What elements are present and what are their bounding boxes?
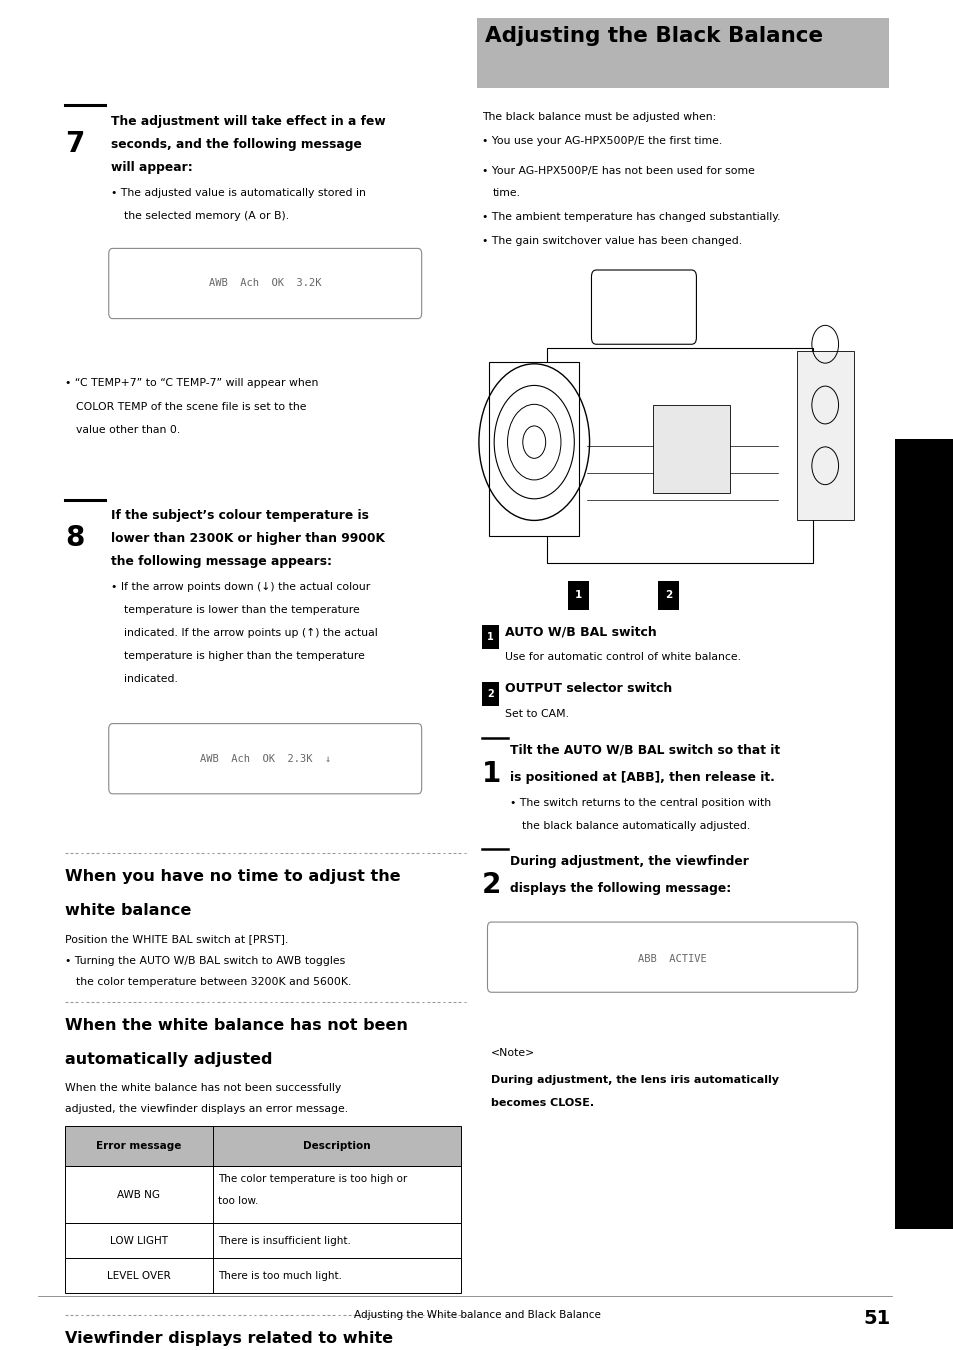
Text: • The adjusted value is automatically stored in: • The adjusted value is automatically st… bbox=[111, 188, 365, 197]
Text: 7: 7 bbox=[65, 130, 84, 158]
Text: The color temperature is too high or: The color temperature is too high or bbox=[218, 1174, 407, 1184]
Bar bbox=[65, 1126, 460, 1166]
Text: Tilt the AUTO W/B BAL switch so that it: Tilt the AUTO W/B BAL switch so that it bbox=[510, 744, 780, 757]
Text: • You use your AG-HPX500P/E the first time.: • You use your AG-HPX500P/E the first ti… bbox=[481, 136, 721, 146]
Text: • Your AG-HPX500P/E has not been used for some: • Your AG-HPX500P/E has not been used fo… bbox=[481, 166, 754, 176]
Text: COLOR TEMP of the scene file is set to the: COLOR TEMP of the scene file is set to t… bbox=[76, 402, 307, 412]
Bar bbox=[653, 405, 729, 493]
Text: Description: Description bbox=[303, 1141, 370, 1152]
Bar bbox=[481, 682, 498, 706]
Text: There is insufficient light.: There is insufficient light. bbox=[218, 1235, 351, 1246]
Text: lower than 2300K or higher than 9900K: lower than 2300K or higher than 9900K bbox=[111, 532, 384, 545]
Bar bbox=[65, 1223, 460, 1258]
Text: automatically adjusted: automatically adjusted bbox=[65, 1052, 273, 1066]
Text: • The ambient temperature has changed substantially.: • The ambient temperature has changed su… bbox=[481, 212, 780, 221]
Text: When you have no time to adjust the: When you have no time to adjust the bbox=[65, 869, 400, 884]
Text: There is too much light.: There is too much light. bbox=[218, 1270, 342, 1281]
Text: When the white balance has not been: When the white balance has not been bbox=[65, 1018, 407, 1033]
Text: Viewfinder displays related to white: Viewfinder displays related to white bbox=[65, 1331, 393, 1346]
Text: Adjusting the Black Balance: Adjusting the Black Balance bbox=[484, 26, 821, 46]
Text: • Turning the AUTO W/B BAL switch to AWB toggles: • Turning the AUTO W/B BAL switch to AWB… bbox=[65, 956, 345, 965]
FancyBboxPatch shape bbox=[109, 724, 421, 794]
Text: LEVEL OVER: LEVEL OVER bbox=[107, 1270, 171, 1281]
Text: the black balance automatically adjusted.: the black balance automatically adjusted… bbox=[521, 821, 749, 830]
Text: Chapter 4 Adjustments and Settings for Recording: Chapter 4 Adjustments and Settings for R… bbox=[919, 717, 928, 998]
FancyBboxPatch shape bbox=[591, 270, 696, 344]
Text: The adjustment will take effect in a few: The adjustment will take effect in a few bbox=[111, 115, 385, 128]
Text: When the white balance has not been successfully: When the white balance has not been succ… bbox=[65, 1083, 341, 1092]
Bar bbox=[658, 580, 679, 610]
Text: the color temperature between 3200K and 5600K.: the color temperature between 3200K and … bbox=[76, 977, 352, 987]
Text: • If the arrow points down (↓) the actual colour: • If the arrow points down (↓) the actua… bbox=[111, 582, 370, 591]
Text: <Note>: <Note> bbox=[491, 1048, 535, 1057]
FancyBboxPatch shape bbox=[487, 922, 857, 992]
Text: becomes CLOSE.: becomes CLOSE. bbox=[491, 1098, 594, 1107]
Text: 1: 1 bbox=[486, 632, 494, 643]
Text: 51: 51 bbox=[862, 1310, 890, 1328]
Text: AWB  Ach  OK  3.2K: AWB Ach OK 3.2K bbox=[209, 278, 321, 289]
Text: the selected memory (A or B).: the selected memory (A or B). bbox=[124, 211, 289, 220]
FancyBboxPatch shape bbox=[109, 248, 421, 319]
Text: value other than 0.: value other than 0. bbox=[76, 425, 180, 435]
Text: AWB NG: AWB NG bbox=[117, 1189, 160, 1200]
Text: During adjustment, the viewfinder: During adjustment, the viewfinder bbox=[510, 855, 748, 868]
Text: indicated.: indicated. bbox=[124, 674, 177, 683]
Text: Position the WHITE BAL switch at [PRST].: Position the WHITE BAL switch at [PRST]. bbox=[65, 934, 288, 944]
Text: indicated. If the arrow points up (↑) the actual: indicated. If the arrow points up (↑) th… bbox=[124, 628, 377, 637]
Text: AWB  Ach  OK  2.3K  ↓: AWB Ach OK 2.3K ↓ bbox=[199, 753, 331, 764]
Text: too low.: too low. bbox=[218, 1196, 258, 1206]
Text: Set to CAM.: Set to CAM. bbox=[504, 709, 568, 718]
Text: Use for automatic control of white balance.: Use for automatic control of white balan… bbox=[504, 652, 740, 662]
FancyBboxPatch shape bbox=[546, 348, 812, 563]
Text: temperature is higher than the temperature: temperature is higher than the temperatu… bbox=[124, 651, 364, 660]
Bar bbox=[65, 1166, 460, 1223]
Text: 8: 8 bbox=[65, 524, 84, 552]
Text: adjusted, the viewfinder displays an error message.: adjusted, the viewfinder displays an err… bbox=[65, 1104, 348, 1114]
Text: During adjustment, the lens iris automatically: During adjustment, the lens iris automat… bbox=[491, 1075, 779, 1084]
Text: 1: 1 bbox=[574, 590, 581, 601]
Text: 2: 2 bbox=[664, 590, 672, 601]
Text: • The switch returns to the central position with: • The switch returns to the central posi… bbox=[510, 798, 771, 807]
Text: 2: 2 bbox=[486, 688, 494, 699]
Text: is positioned at [ABB], then release it.: is positioned at [ABB], then release it. bbox=[510, 771, 775, 784]
Text: 2: 2 bbox=[481, 871, 500, 899]
Text: AUTO W/B BAL switch: AUTO W/B BAL switch bbox=[504, 625, 656, 639]
Text: the following message appears:: the following message appears: bbox=[111, 555, 332, 568]
Text: Error message: Error message bbox=[96, 1141, 181, 1152]
Text: • The gain switchover value has been changed.: • The gain switchover value has been cha… bbox=[481, 236, 741, 246]
Text: seconds, and the following message: seconds, and the following message bbox=[111, 138, 361, 151]
Text: white balance: white balance bbox=[65, 903, 191, 918]
Text: LOW LIGHT: LOW LIGHT bbox=[110, 1235, 168, 1246]
FancyBboxPatch shape bbox=[489, 362, 578, 536]
Text: time.: time. bbox=[493, 188, 520, 197]
Text: If the subject’s colour temperature is: If the subject’s colour temperature is bbox=[111, 509, 368, 522]
Bar bbox=[481, 625, 498, 649]
Text: OUTPUT selector switch: OUTPUT selector switch bbox=[504, 682, 671, 695]
Bar bbox=[65, 1258, 460, 1293]
Text: displays the following message:: displays the following message: bbox=[510, 882, 731, 895]
Text: Adjusting the White balance and Black Balance: Adjusting the White balance and Black Ba… bbox=[354, 1310, 599, 1319]
Text: • “C TEMP+7” to “C TEMP-7” will appear when: • “C TEMP+7” to “C TEMP-7” will appear w… bbox=[65, 378, 318, 387]
Text: temperature is lower than the temperature: temperature is lower than the temperatur… bbox=[124, 605, 359, 614]
Text: ABB  ACTIVE: ABB ACTIVE bbox=[638, 953, 706, 964]
Bar bbox=[567, 580, 588, 610]
Text: The black balance must be adjusted when:: The black balance must be adjusted when: bbox=[481, 112, 716, 122]
Bar bbox=[796, 351, 853, 520]
Bar bbox=[476, 18, 888, 88]
Text: will appear:: will appear: bbox=[111, 161, 193, 174]
Text: 1: 1 bbox=[481, 760, 500, 788]
